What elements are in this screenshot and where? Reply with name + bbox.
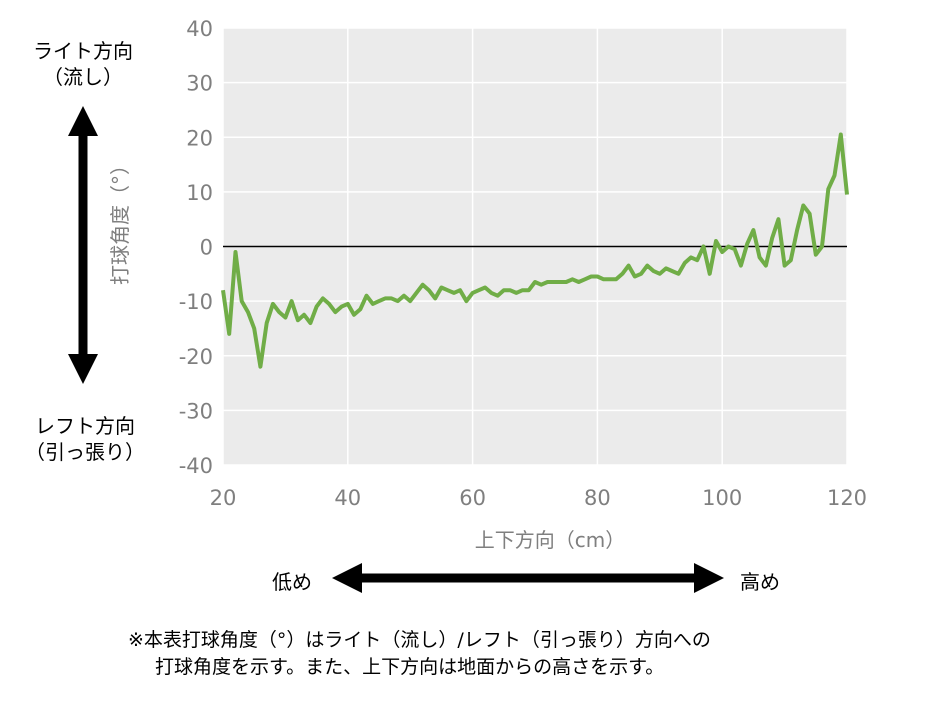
x-tick-label: 80 — [584, 486, 611, 510]
x-axis-label: 上下方向（cm） — [475, 528, 625, 552]
x-tick-label: 40 — [334, 486, 361, 510]
y-tick-label: -10 — [179, 290, 213, 314]
x-tick-label: 20 — [210, 486, 237, 510]
right-direction-sub: （流し） — [43, 65, 123, 89]
y-tick-label: 10 — [186, 181, 213, 205]
y-tick-label: -30 — [179, 399, 213, 423]
x-tick-label: 60 — [459, 486, 486, 510]
y-axis-label: 打球角度（°） — [108, 155, 132, 285]
x-tick-labels: 20 40 60 80 100 120 — [210, 486, 867, 510]
x-tick-label: 100 — [702, 486, 742, 510]
footnote-line-2: 打球角度を示す。また、上下方向は地面からの高さを示す。 — [155, 656, 665, 678]
x-tick-label: 120 — [827, 486, 867, 510]
y-tick-label: -40 — [179, 454, 213, 478]
y-tick-label: -20 — [179, 345, 213, 369]
footnote-line-1: ※本表打球角度（°）はライト（流し）/レフト（引っ張り）方向への — [128, 629, 711, 651]
y-tick-label: 0 — [200, 236, 213, 260]
left-direction-text: レフト方向 — [35, 414, 135, 438]
right-direction-label: ライト方向 （流し） — [13, 38, 153, 90]
y-tick-label: 30 — [186, 72, 213, 96]
low-label: 低め — [272, 570, 312, 594]
series-line — [221, 132, 849, 369]
y-tick-label: 40 — [186, 17, 213, 41]
left-direction-label: レフト方向 （引っ張り） — [10, 413, 160, 465]
y-tick-label: 20 — [186, 126, 213, 150]
high-label: 高め — [740, 570, 780, 594]
vertical-double-arrow — [68, 106, 98, 384]
y-tick-labels: 40 30 20 10 0 -10 -20 -30 -40 — [179, 17, 213, 478]
right-direction-text: ライト方向 — [33, 39, 133, 63]
left-direction-sub: （引っ張り） — [25, 440, 145, 464]
horizontal-double-arrow — [332, 563, 724, 593]
